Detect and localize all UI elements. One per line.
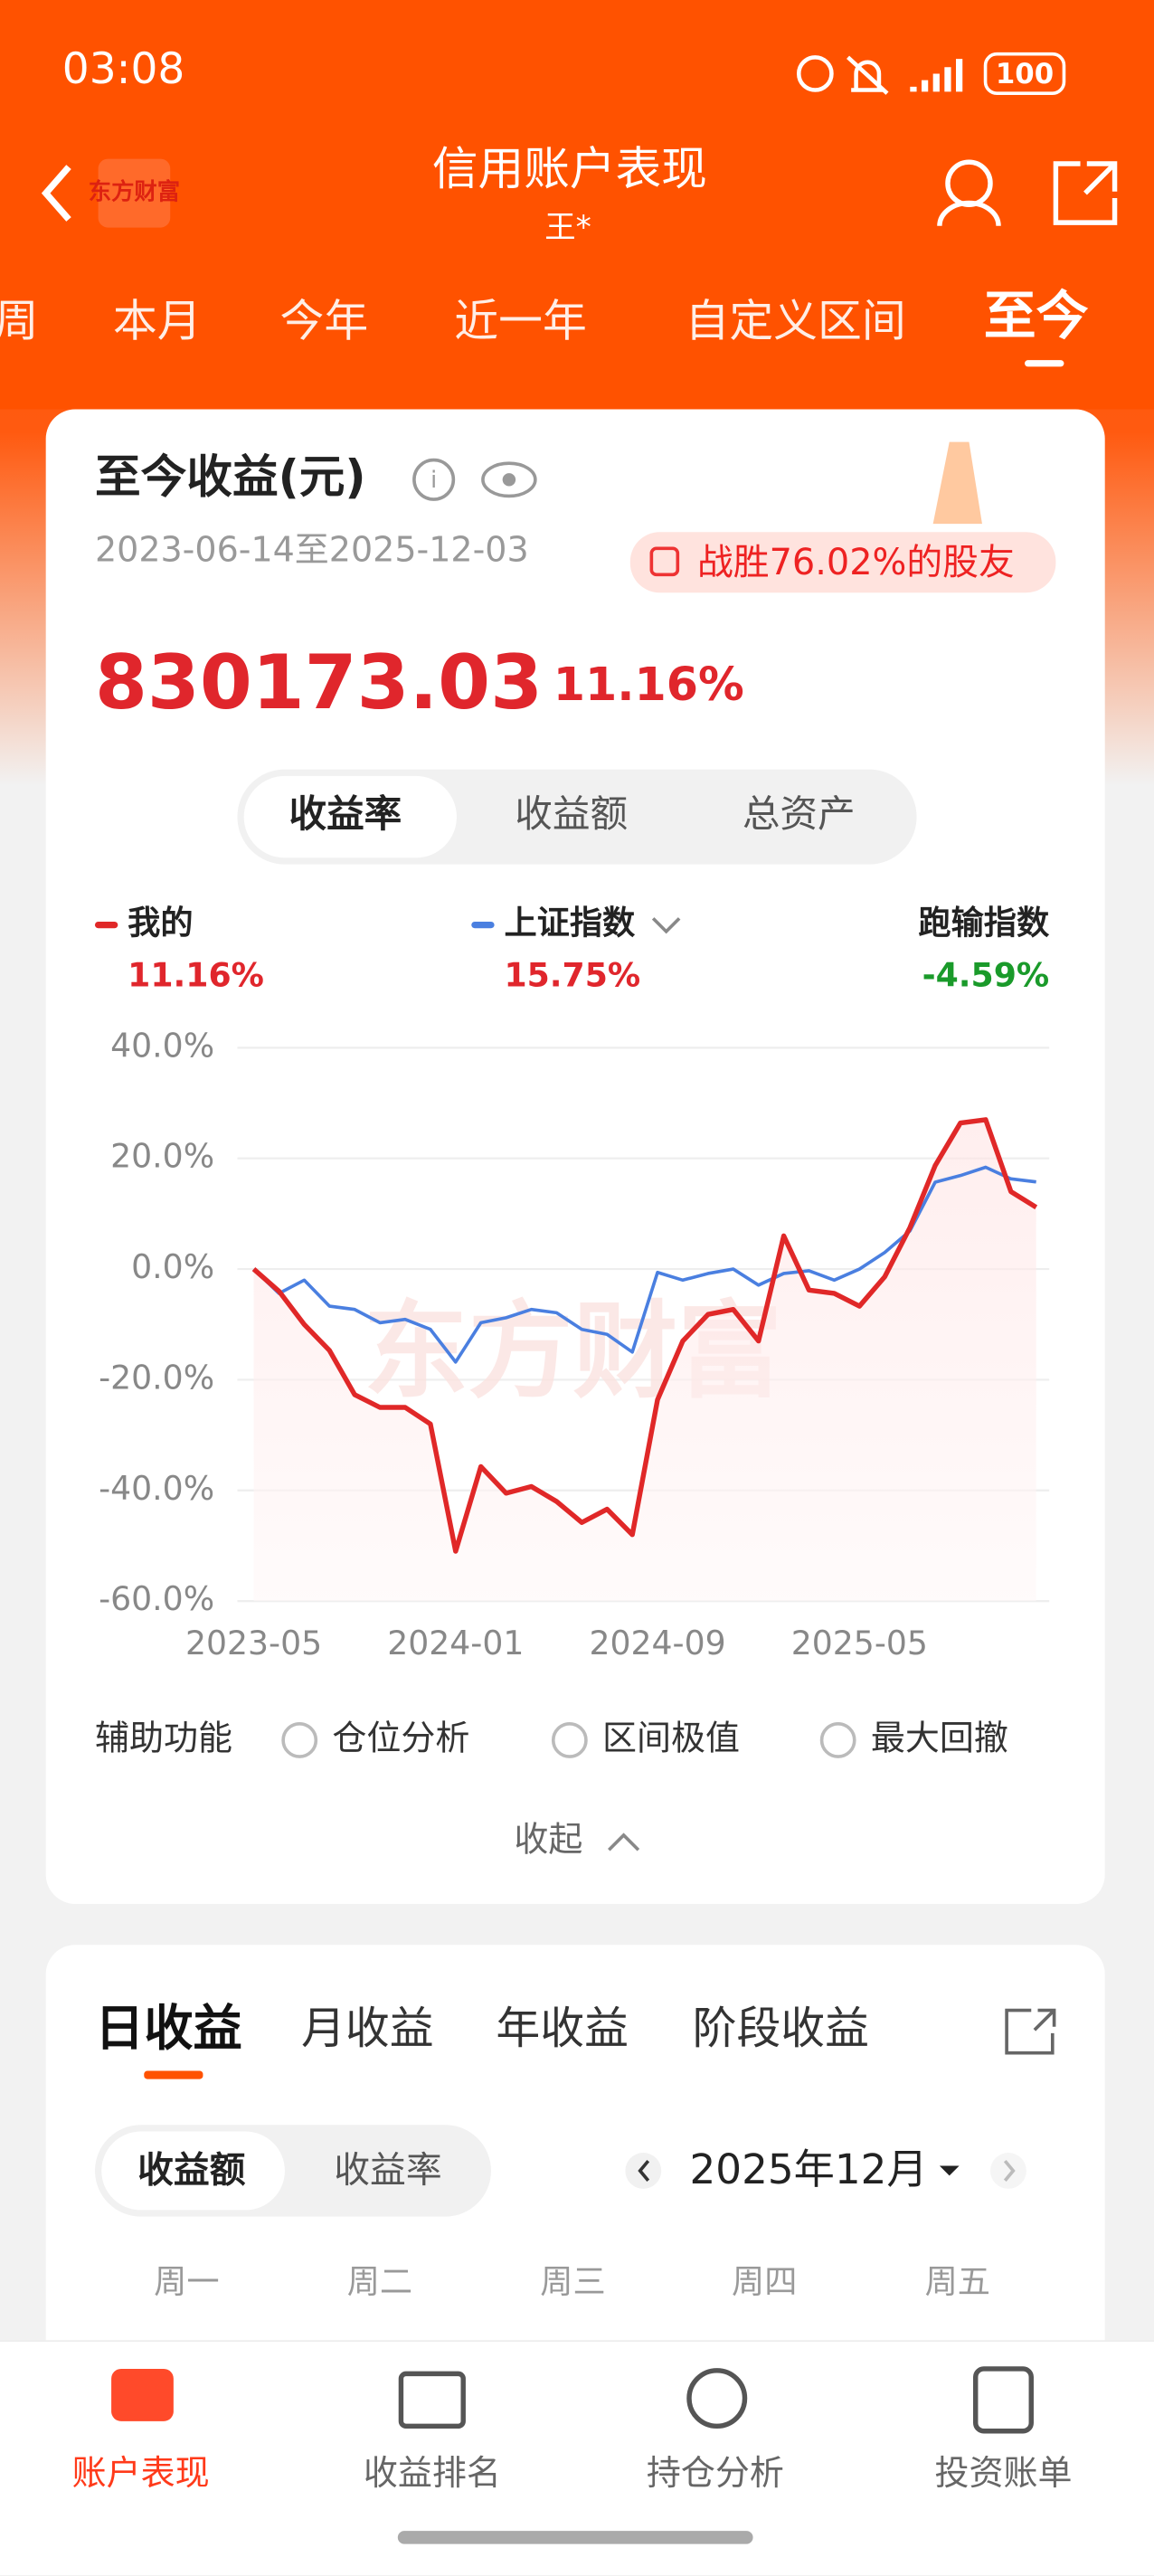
daily-share[interactable] [1005,2008,1056,2055]
home-indicator [397,2531,753,2544]
eye-icon[interactable] [481,461,537,498]
next-arrow [1003,2159,1016,2182]
nav-item[interactable]: 投资账单 [934,2453,1072,2493]
aux-radio[interactable] [551,1722,588,1758]
account-name: 王* [544,210,591,246]
month-dropdown [939,2165,960,2176]
prev-arrow [638,2159,650,2182]
total-rate: 11.16% [553,658,744,711]
collapse-button[interactable]: 收起 [514,1820,582,1860]
page-title: 信用账户表现 [432,142,707,195]
aux-radio[interactable] [819,1722,856,1758]
legend-value: 15.75% [504,956,640,995]
next-month[interactable] [990,2153,1026,2189]
x-tick-label: 2025-05 [791,1624,928,1662]
status-time: 03:08 [62,44,185,94]
legend-value: 11.16% [128,956,264,995]
daily-tab-indicator [144,2070,203,2079]
metric-tab[interactable]: 总资产 [743,791,856,836]
back-button[interactable] [41,165,71,222]
legend-swatch [94,921,118,929]
summary-title: 至今收益(元) [95,450,366,503]
total-amount: 830173.03 [95,639,543,726]
aux-option[interactable]: 仓位分析 [332,1718,469,1757]
prev-month[interactable] [625,2153,662,2189]
nav-icon [398,2371,466,2429]
toggle-option[interactable]: 收益额 [137,2149,246,2191]
daily-tab[interactable]: 年收益 [496,2003,629,2054]
index-dropdown[interactable] [651,917,681,934]
signal-icon [910,59,963,92]
info-glyph: i [430,466,437,493]
metric-tab[interactable]: 收益额 [515,791,628,836]
weekday: 周五 [925,2262,990,2301]
eye-pupil [502,473,516,487]
rank-badge-text: 战胜76.02%的股友 [697,542,1015,583]
weekday: 周二 [347,2262,412,2301]
x-tick-label: 2024-01 [387,1624,524,1662]
weekday: 周一 [154,2262,219,2301]
nav-item[interactable]: 账户表现 [72,2453,210,2493]
period-tab[interactable]: 近一年 [454,295,587,346]
tab-indicator [1025,360,1064,367]
period-tab[interactable]: 自定义区间 [685,295,905,346]
badge-icon [649,546,680,577]
aux-label: 辅助功能 [95,1718,232,1757]
y-tick-label: 0.0% [131,1247,214,1286]
daily-card [45,1945,1105,2437]
nav-item[interactable]: 持仓分析 [647,2453,784,2493]
toggle-option[interactable]: 收益率 [334,2149,441,2191]
nav-item[interactable]: 收益排名 [364,2453,501,2493]
area-fill [253,1119,1036,1602]
period-tab[interactable]: 今年 [280,295,369,346]
y-tick-label: -20.0% [99,1358,214,1397]
weekday: 周四 [732,2262,797,2301]
period-tab[interactable]: 本月 [113,295,202,346]
alarm-icon [796,55,834,92]
daily-tab[interactable]: 月收益 [301,2003,434,2054]
info-icon[interactable] [412,458,456,501]
battery-level: 100 [996,58,1054,90]
weekday: 周三 [540,2262,605,2301]
metric-active [243,775,457,858]
share-button[interactable] [1053,161,1118,225]
mute-icon [847,55,889,95]
legend-name: 我的 [128,904,193,942]
clap-icon [932,441,982,525]
nav-icon [111,2368,174,2421]
x-tick-label: 2024-09 [589,1624,725,1662]
logo-text: 东方财富 [89,178,180,205]
metric-tab[interactable]: 收益率 [288,791,402,836]
nav-icon [686,2368,748,2429]
daily-tab[interactable]: 阶段收益 [693,2003,869,2054]
period-tab[interactable]: 周 [0,295,39,346]
date-range: 2023-06-14至2025-12-03 [95,529,529,569]
collapse-icon [608,1833,640,1852]
y-tick-label: 40.0% [110,1026,214,1065]
legend-name: 跑输指数 [918,904,1050,942]
aux-radio[interactable] [281,1722,318,1758]
daily-toggle-active [101,2131,285,2211]
month-label[interactable]: 2025年12月 [690,2145,928,2193]
logo [98,158,171,228]
y-tick-label: -60.0% [99,1579,214,1618]
period-tab[interactable]: 至今 [984,285,1089,346]
legend-name[interactable]: 上证指数 [504,904,636,942]
rank-badge[interactable] [629,532,1056,593]
aux-option[interactable]: 最大回撤 [871,1718,1008,1757]
daily-tab[interactable]: 日收益 [95,2000,242,2057]
aux-option[interactable]: 区间极值 [602,1718,740,1757]
nav-icon [973,2366,1034,2434]
user-icon-body [937,200,1001,226]
series-line [251,1117,1038,1554]
legend-value: -4.59% [922,956,1050,995]
x-tick-label: 2023-05 [185,1624,322,1662]
battery [983,52,1066,95]
y-tick-label: -40.0% [99,1469,214,1508]
legend-swatch [471,921,495,929]
y-tick-label: 20.0% [110,1137,214,1176]
